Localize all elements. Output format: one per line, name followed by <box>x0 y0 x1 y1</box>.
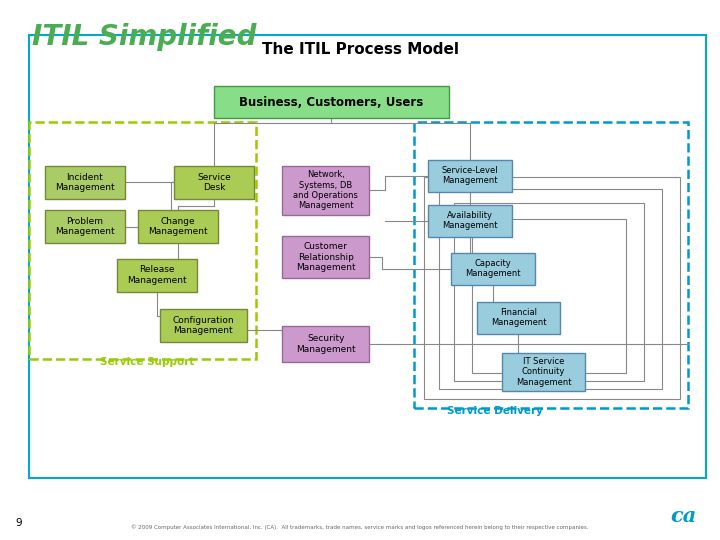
Text: Change
Management: Change Management <box>148 217 208 236</box>
FancyBboxPatch shape <box>282 166 369 215</box>
Text: Customer
Relationship
Management: Customer Relationship Management <box>296 242 356 272</box>
FancyBboxPatch shape <box>502 353 585 391</box>
FancyBboxPatch shape <box>45 210 125 243</box>
Text: 9: 9 <box>16 518 22 528</box>
FancyBboxPatch shape <box>451 253 535 285</box>
Text: The ITIL Process Model: The ITIL Process Model <box>261 42 459 57</box>
Text: © 2009 Computer Associates International, Inc. (CA).  All trademarks, trade name: © 2009 Computer Associates International… <box>131 525 589 530</box>
FancyBboxPatch shape <box>174 166 254 199</box>
FancyBboxPatch shape <box>282 236 369 278</box>
FancyBboxPatch shape <box>282 326 369 362</box>
Text: Service-Level
Management: Service-Level Management <box>442 166 498 185</box>
Text: Problem
Management: Problem Management <box>55 217 114 236</box>
Text: IT Service
Continuity
Management: IT Service Continuity Management <box>516 357 572 387</box>
Text: Service
Desk: Service Desk <box>197 173 231 192</box>
Text: Network,
Systems, DB
and Operations
Management: Network, Systems, DB and Operations Mana… <box>293 170 359 211</box>
Text: Service Delivery: Service Delivery <box>447 406 544 416</box>
Text: Security
Management: Security Management <box>296 334 356 354</box>
FancyBboxPatch shape <box>477 302 560 334</box>
Text: Service Support: Service Support <box>100 357 195 368</box>
FancyBboxPatch shape <box>29 35 706 478</box>
FancyBboxPatch shape <box>45 166 125 199</box>
Text: Business, Customers, Users: Business, Customers, Users <box>239 96 423 109</box>
Text: ITIL Simplified: ITIL Simplified <box>32 23 257 51</box>
FancyBboxPatch shape <box>160 309 247 342</box>
Text: Financial
Management: Financial Management <box>490 308 546 327</box>
FancyBboxPatch shape <box>428 160 512 192</box>
FancyBboxPatch shape <box>138 210 218 243</box>
FancyBboxPatch shape <box>117 259 197 292</box>
Text: Capacity
Management: Capacity Management <box>465 259 521 278</box>
Text: Incident
Management: Incident Management <box>55 173 114 192</box>
FancyBboxPatch shape <box>428 205 512 237</box>
Text: Configuration
Management: Configuration Management <box>173 316 234 335</box>
FancyBboxPatch shape <box>214 86 449 118</box>
Text: ca: ca <box>671 507 697 526</box>
Text: Release
Management: Release Management <box>127 266 186 285</box>
Text: Availability
Management: Availability Management <box>442 211 498 230</box>
